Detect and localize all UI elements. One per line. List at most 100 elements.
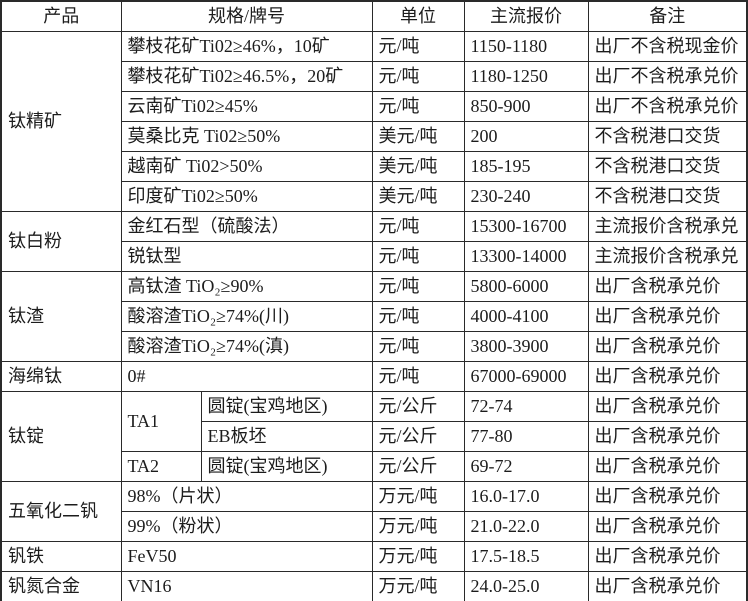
price-cell: 72-74 <box>463 391 589 422</box>
table-row: 五氧化二钒 98%（片状） 万元/吨 16.0-17.0 出厂含税承兑价 <box>0 481 748 542</box>
unit-cell: 万元/吨 <box>371 541 465 572</box>
note-cell: 出厂不含税承兑价 <box>587 61 748 92</box>
unit-cell: 元/吨 <box>371 241 465 272</box>
header-price: 主流报价 <box>463 0 589 32</box>
spec-cell: FeV50 <box>120 541 373 572</box>
spec-cell: EB板坯 <box>200 421 373 452</box>
table-row: 酸溶渣TiO₂≥74%(川) 元/吨 4000-4100 出厂含税承兑价 <box>1 301 748 332</box>
spec-cell: 印度矿Ti02≥50% <box>120 181 373 212</box>
note-cell: 主流报价含税承兑 <box>587 211 748 242</box>
note-cell: 出厂不含税承兑价 <box>587 91 748 122</box>
note-cell: 出厂含税承兑价 <box>587 511 748 542</box>
price-cell: 200 <box>463 121 589 152</box>
table-row: 酸溶渣TiO₂≥74%(滇) 元/吨 3800-3900 出厂含税承兑价 <box>1 331 748 362</box>
price-cell: 24.0-25.0 <box>463 571 589 601</box>
note-cell: 出厂不含税现金价 <box>587 31 748 62</box>
spec-cell: 酸溶渣TiO₂≥74%(川) <box>120 301 373 332</box>
header-spec: 规格/牌号 <box>120 0 373 32</box>
unit-cell: 元/吨 <box>371 211 465 242</box>
unit-cell: 美元/吨 <box>371 121 465 152</box>
price-cell: 3800-3900 <box>463 331 589 362</box>
table-row: 钒氮合金 VN16 万元/吨 24.0-25.0 出厂含税承兑价 <box>0 571 748 601</box>
note-cell: 出厂含税承兑价 <box>587 361 748 392</box>
table-row: 钛锭 TA1 圆锭(宝鸡地区) 元/公斤 72-74 出厂含税承兑价 <box>0 391 748 482</box>
unit-cell: 元/公斤 <box>371 391 465 422</box>
note-cell: 出厂含税承兑价 <box>587 451 748 482</box>
price-cell: 5800-6000 <box>463 271 589 302</box>
table-row: 攀枝花矿Ti02≥46.5%，20矿 元/吨 1180-1250 出厂不含税承兑… <box>1 61 748 92</box>
grade-cell: TA2 <box>120 451 202 482</box>
note-cell: 出厂含税承兑价 <box>587 271 748 302</box>
spec-cell: 酸溶渣TiO₂≥74%(滇) <box>120 331 373 362</box>
note-cell: 不含税港口交货 <box>587 181 748 212</box>
product-cell: 钒氮合金 <box>0 571 122 601</box>
unit-cell: 元/吨 <box>371 91 465 122</box>
spec-cell: VN16 <box>120 571 373 601</box>
product-cell: 五氧化二钒 <box>0 481 122 542</box>
table-row: 99%（粉状） 万元/吨 21.0-22.0 出厂含税承兑价 <box>1 511 748 542</box>
header-unit: 单位 <box>371 0 465 32</box>
unit-cell: 万元/吨 <box>371 511 465 542</box>
table-row: 印度矿Ti02≥50% 美元/吨 230-240 不含税港口交货 <box>1 181 748 212</box>
spec-cell: 99%（粉状） <box>120 511 373 542</box>
note-cell: 出厂含税承兑价 <box>587 541 748 572</box>
table-row: TA2 圆锭(宝鸡地区) 元/公斤 69-72 出厂含税承兑价 <box>1 451 748 482</box>
spec-cell: 圆锭(宝鸡地区) <box>200 451 373 482</box>
note-cell: 不含税港口交货 <box>587 121 748 152</box>
spec-cell: 云南矿Ti02≥45% <box>120 91 373 122</box>
header-note: 备注 <box>587 0 748 32</box>
price-cell: 4000-4100 <box>463 301 589 332</box>
price-cell: 16.0-17.0 <box>463 481 589 512</box>
product-cell: 钛渣 <box>0 271 122 362</box>
price-cell: 69-72 <box>463 451 589 482</box>
product-cell: 钛锭 <box>0 391 122 482</box>
unit-cell: 万元/吨 <box>371 571 465 601</box>
note-cell: 不含税港口交货 <box>587 151 748 182</box>
unit-cell: 元/公斤 <box>371 421 465 452</box>
table-row: 钛渣 高钛渣 TiO₂≥90% 元/吨 5800-6000 出厂含税承兑价 <box>0 271 748 362</box>
table-row: 云南矿Ti02≥45% 元/吨 850-900 出厂不含税承兑价 <box>1 91 748 122</box>
note-cell: 主流报价含税承兑 <box>587 241 748 272</box>
product-cell: 钛精矿 <box>0 31 122 212</box>
table-row: 钛精矿 攀枝花矿Ti02≥46%，10矿 元/吨 1150-1180 出厂不含税… <box>0 31 748 212</box>
spec-cell: 0# <box>120 361 373 392</box>
product-cell: 海绵钛 <box>0 361 122 392</box>
header-row: 产品 规格/牌号 单位 主流报价 备注 <box>0 0 748 32</box>
table-row: 钛白粉 金红石型（硫酸法） 元/吨 15300-16700 主流报价含税承兑 <box>0 211 748 272</box>
table-row: 越南矿 Ti02>50% 美元/吨 185-195 不含税港口交货 <box>1 151 748 182</box>
price-cell: 230-240 <box>463 181 589 212</box>
spec-cell: 98%（片状） <box>120 481 373 512</box>
unit-cell: 美元/吨 <box>371 181 465 212</box>
table-row: 海绵钛 0# 元/吨 67000-69000 出厂含税承兑价 <box>0 361 748 392</box>
price-cell: 77-80 <box>463 421 589 452</box>
unit-cell: 元/吨 <box>371 361 465 392</box>
table-row: 莫桑比克 Ti02≥50% 美元/吨 200 不含税港口交货 <box>1 121 748 152</box>
note-cell: 出厂含税承兑价 <box>587 481 748 512</box>
unit-cell: 元/吨 <box>371 31 465 62</box>
spec-cell: 越南矿 Ti02>50% <box>120 151 373 182</box>
note-cell: 出厂含税承兑价 <box>587 571 748 601</box>
grade-cell: TA1 <box>120 391 202 452</box>
price-cell: 1180-1250 <box>463 61 589 92</box>
unit-cell: 元/吨 <box>371 271 465 302</box>
product-cell: 钒铁 <box>0 541 122 572</box>
price-cell: 15300-16700 <box>463 211 589 242</box>
spec-cell: 莫桑比克 Ti02≥50% <box>120 121 373 152</box>
unit-cell: 元/公斤 <box>371 451 465 482</box>
note-cell: 出厂含税承兑价 <box>587 421 748 452</box>
spec-cell: 圆锭(宝鸡地区) <box>200 391 373 422</box>
price-cell: 13300-14000 <box>463 241 589 272</box>
spec-cell: 高钛渣 TiO₂≥90% <box>120 271 373 302</box>
table-row: 锐钛型 元/吨 13300-14000 主流报价含税承兑 <box>1 241 748 272</box>
table-row: 钒铁 FeV50 万元/吨 17.5-18.5 出厂含税承兑价 <box>0 541 748 572</box>
note-cell: 出厂含税承兑价 <box>587 301 748 332</box>
unit-cell: 元/吨 <box>371 61 465 92</box>
price-cell: 17.5-18.5 <box>463 541 589 572</box>
price-cell: 185-195 <box>463 151 589 182</box>
price-cell: 21.0-22.0 <box>463 511 589 542</box>
spec-cell: 攀枝花矿Ti02≥46%，10矿 <box>120 31 373 62</box>
note-cell: 出厂含税承兑价 <box>587 331 748 362</box>
unit-cell: 万元/吨 <box>371 481 465 512</box>
price-cell: 850-900 <box>463 91 589 122</box>
